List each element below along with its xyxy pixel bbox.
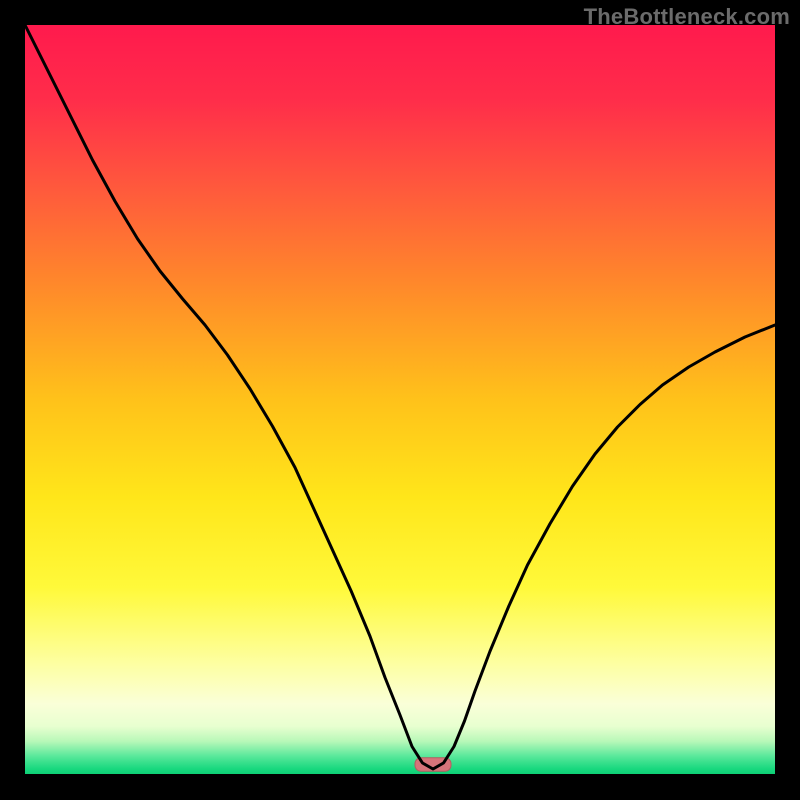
bottleneck-chart (0, 0, 800, 800)
chart-stage: TheBottleneck.com (0, 0, 800, 800)
attribution-label: TheBottleneck.com (584, 4, 790, 30)
plot-gradient-background (25, 25, 775, 775)
